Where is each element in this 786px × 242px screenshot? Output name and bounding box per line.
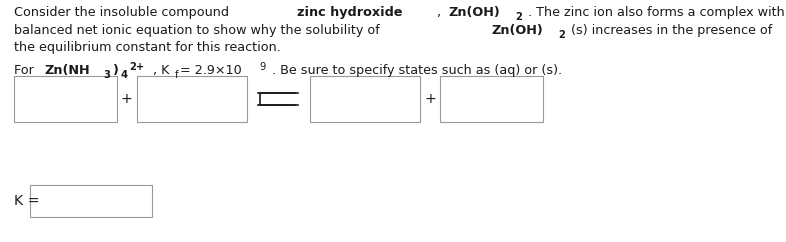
Text: ,: , <box>433 6 445 19</box>
Text: +: + <box>424 92 436 106</box>
Text: K =: K = <box>14 194 39 208</box>
Text: the equilibrium constant for this reaction.: the equilibrium constant for this reacti… <box>14 41 281 54</box>
Text: 3: 3 <box>104 69 111 80</box>
Text: +: + <box>120 92 132 106</box>
Bar <box>14 76 117 122</box>
Bar <box>310 76 420 122</box>
Text: . The zinc ion also forms a complex with: . The zinc ion also forms a complex with <box>524 6 786 19</box>
Text: 2: 2 <box>558 30 565 39</box>
Text: Zn(NH: Zn(NH <box>45 64 90 77</box>
Text: Consider the insoluble compound: Consider the insoluble compound <box>14 6 233 19</box>
Text: For: For <box>14 64 38 77</box>
Text: 4: 4 <box>120 69 127 80</box>
Text: Zn(OH): Zn(OH) <box>491 24 543 37</box>
Bar <box>137 76 247 122</box>
Bar <box>30 185 152 217</box>
Text: 2: 2 <box>515 12 522 22</box>
Text: Zn(OH): Zn(OH) <box>448 6 500 19</box>
Text: balanced net ionic equation to show why the solubility of: balanced net ionic equation to show why … <box>14 24 384 37</box>
Bar <box>440 76 543 122</box>
Text: 9: 9 <box>259 61 266 71</box>
Text: ): ) <box>112 64 119 77</box>
Text: = 2.9×10: = 2.9×10 <box>180 64 241 77</box>
Text: zinc hydroxide: zinc hydroxide <box>296 6 402 19</box>
Text: 2+: 2+ <box>130 61 145 71</box>
Text: . Be sure to specify states such as (aq) or (s).: . Be sure to specify states such as (aq)… <box>268 64 562 77</box>
Text: (s) increases in the presence of: (s) increases in the presence of <box>567 24 776 37</box>
Text: , K: , K <box>149 64 169 77</box>
Text: f: f <box>175 69 178 80</box>
